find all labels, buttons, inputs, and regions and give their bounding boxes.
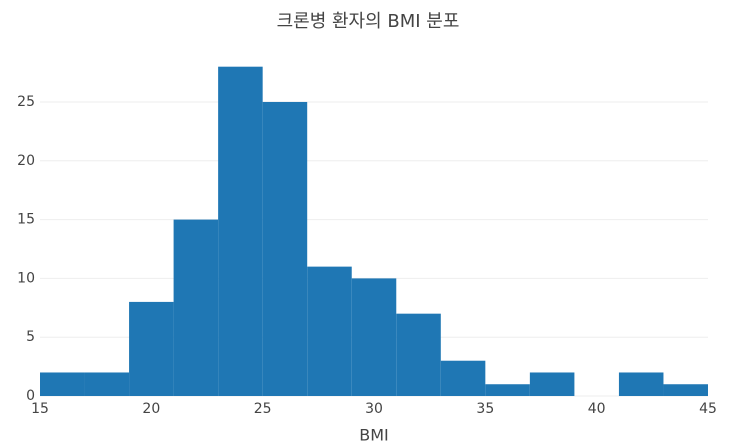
bar [307,266,352,396]
bar [262,101,308,397]
x-axis-label: BMI [359,426,389,445]
x-tick-label: 30 [365,401,383,417]
x-tick-label: 25 [254,401,272,417]
x-tick-label: 35 [476,401,494,417]
bar [351,278,397,396]
x-tick-label: 40 [588,401,606,417]
bar [396,313,441,396]
x-tick-label: 20 [142,401,160,417]
y-tick-label: 0 [26,388,35,404]
y-tick-label: 10 [17,270,35,286]
bar [440,360,486,396]
bar [129,301,174,396]
bar [218,66,263,396]
x-tick-label: 45 [699,401,717,417]
y-tick-label: 15 [17,212,35,228]
bar [663,384,708,396]
bar [618,372,664,396]
bar [84,372,130,396]
bar [173,219,219,396]
bar [529,372,575,396]
y-tick-label: 5 [26,329,35,345]
x-tick-label: 15 [31,401,49,417]
y-tick-label: 25 [17,94,35,110]
y-tick-label: 20 [17,153,35,169]
bar [485,384,530,396]
bar [40,372,85,396]
chart-title: 크론병 환자의 BMI 분포 [277,11,460,32]
